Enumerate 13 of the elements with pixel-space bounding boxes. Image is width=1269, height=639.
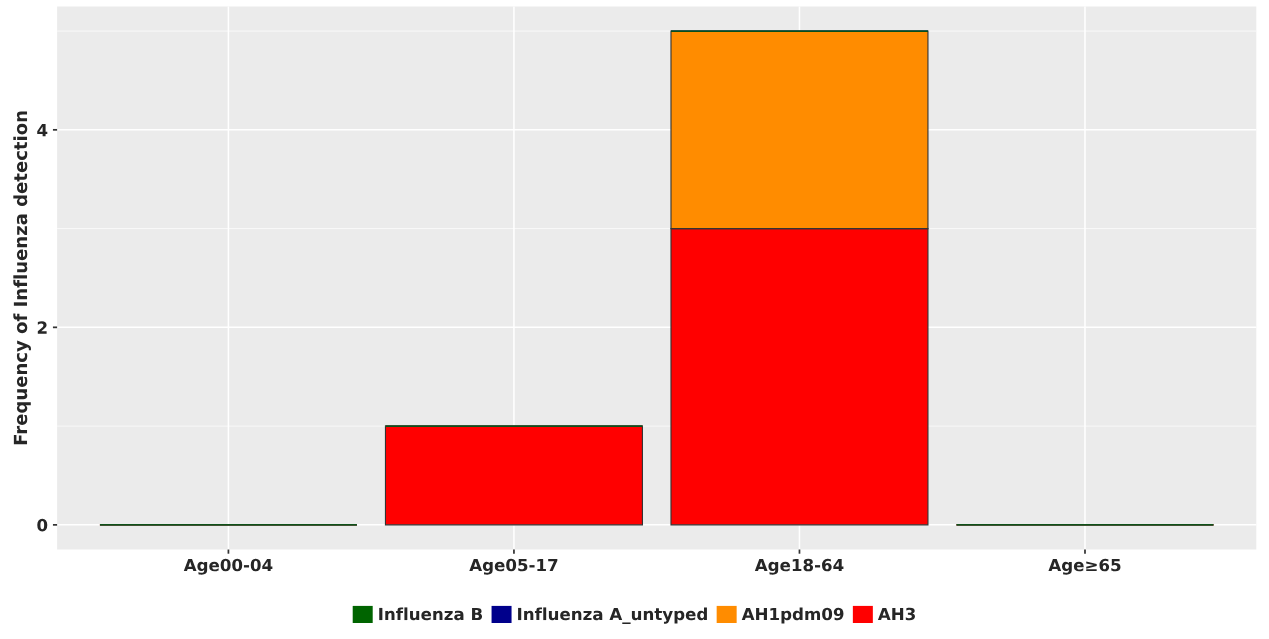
y-axis-title: Frequency of Influenza detection: [13, 111, 31, 445]
legend-label: AH3: [877, 607, 915, 621]
bar: [384, 425, 643, 526]
legend-label: AH1pdm09: [741, 607, 844, 624]
x-tick-label: Age00-04: [183, 558, 273, 575]
legend-label: Influenza B: [379, 607, 483, 621]
y-tick-label: 4: [37, 124, 48, 137]
y-tick-label: 2: [37, 321, 47, 334]
legend-label: Influenza A_untyped: [518, 607, 707, 624]
x-tick-label: Age≥65: [1048, 558, 1121, 575]
x-tick-label: Age18-64: [754, 558, 844, 575]
y-tick-label: 0: [37, 518, 48, 532]
x-tick-label: Age05-17: [469, 558, 558, 575]
